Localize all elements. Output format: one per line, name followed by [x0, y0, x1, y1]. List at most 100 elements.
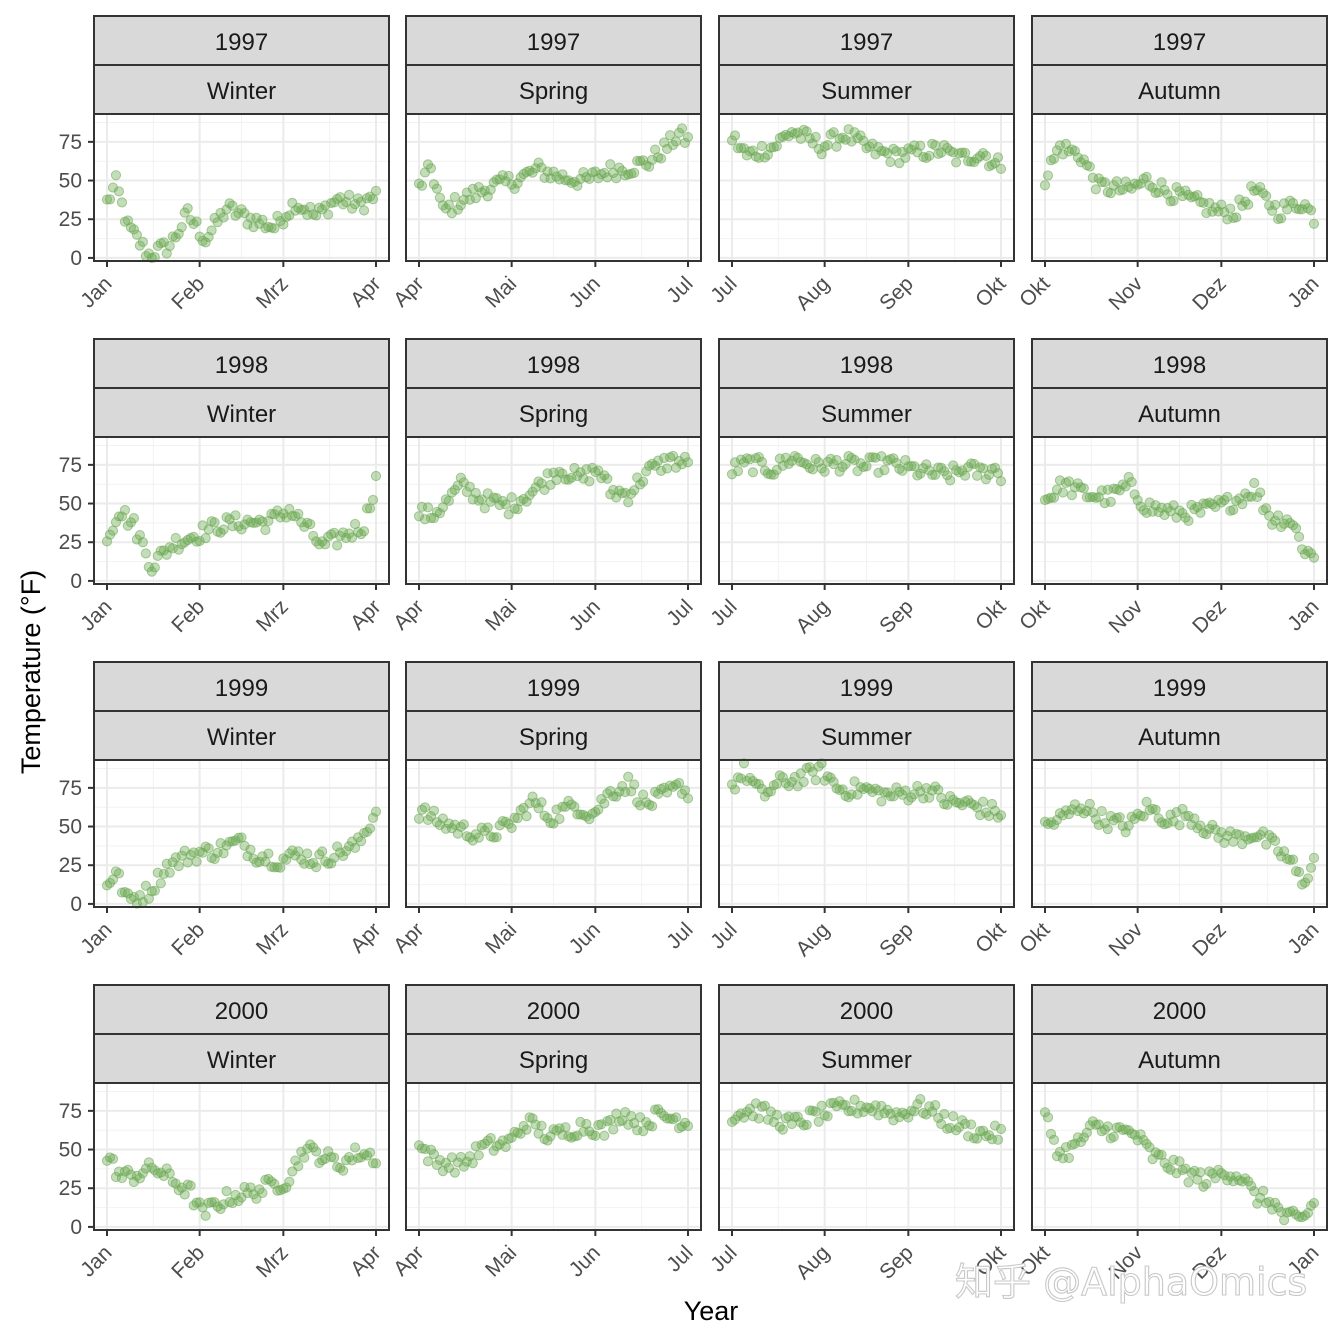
data-point: [236, 524, 247, 535]
data-point: [849, 1094, 860, 1105]
data-point: [810, 775, 821, 786]
data-point: [355, 528, 367, 540]
data-point: [957, 147, 968, 158]
data-point: [428, 1149, 440, 1160]
data-point: [1090, 814, 1101, 825]
data-point: [795, 1117, 806, 1128]
data-point: [879, 787, 890, 798]
data-point: [584, 476, 595, 487]
data-point: [682, 1120, 694, 1132]
data-point: [726, 779, 738, 790]
data-point: [1102, 824, 1113, 835]
data-point: [777, 1124, 788, 1135]
data-point: [876, 145, 887, 157]
data-point: [428, 805, 440, 816]
data-point: [945, 475, 956, 486]
data-point: [954, 467, 965, 478]
data-point: [293, 1161, 304, 1172]
strip-season-label: Winter: [207, 724, 276, 751]
data-point: [251, 212, 262, 224]
data-point: [119, 504, 131, 516]
data-point: [533, 157, 544, 168]
data-point: [924, 1101, 935, 1112]
data-point: [1171, 1168, 1182, 1179]
data-point: [536, 797, 547, 808]
strip-year-label: 1997: [527, 29, 580, 56]
data-point: [317, 846, 328, 857]
y-tick-label: 75: [59, 1100, 82, 1123]
data-point: [1261, 839, 1272, 850]
data-point: [107, 182, 119, 193]
data-point: [185, 1180, 196, 1191]
data-point: [813, 1116, 824, 1127]
data-point: [989, 462, 1001, 473]
x-tick-label: Jan: [76, 272, 116, 312]
data-point: [798, 776, 809, 788]
x-tick-label: Dez: [1188, 918, 1231, 961]
data-point: [676, 459, 688, 470]
y-tick-label: 0: [70, 1216, 82, 1239]
strip-season-label: Autumn: [1138, 78, 1221, 105]
data-point: [152, 867, 163, 878]
data-point: [948, 1111, 959, 1122]
y-tick-label: 75: [59, 777, 82, 800]
data-point: [419, 802, 431, 813]
data-point: [849, 127, 860, 138]
data-point: [753, 778, 765, 790]
data-point: [1048, 153, 1060, 164]
strip-year-1997: [718, 15, 1015, 66]
x-tick-label: Nov: [1105, 918, 1148, 961]
data-point: [434, 192, 446, 203]
data-point: [1192, 501, 1203, 513]
data-point: [915, 468, 926, 479]
data-point: [1174, 1156, 1185, 1167]
y-tick-label: 50: [59, 170, 82, 193]
data-point: [765, 786, 776, 797]
data-point: [1066, 144, 1078, 155]
data-point: [1063, 1152, 1075, 1164]
data-point: [164, 240, 175, 252]
data-point: [1255, 181, 1266, 193]
data-point: [816, 1100, 827, 1111]
facet-grid: 1997 Winter Jan Feb Mrz Apr 0 25 50 75 1997 Spring A…: [59, 15, 1328, 1284]
data-point: [1123, 820, 1134, 831]
x-tick-label: Sep: [875, 595, 918, 638]
data-point: [656, 153, 667, 164]
data-point: [861, 461, 872, 472]
data-point: [876, 796, 887, 807]
data-point: [1270, 515, 1281, 526]
data-point: [596, 1119, 607, 1130]
data-point: [852, 1108, 863, 1119]
x-tick-label: Apr: [346, 272, 385, 311]
data-point: [370, 470, 382, 482]
data-point: [1246, 1180, 1257, 1192]
data-point: [191, 856, 202, 867]
data-point: [735, 142, 747, 154]
panel-border: [93, 1082, 390, 1231]
data-point: [747, 1111, 759, 1122]
data-point: [128, 513, 139, 524]
data-point: [422, 502, 434, 513]
data-point: [1195, 1167, 1206, 1178]
x-tick-label: Jul: [662, 918, 697, 953]
data-point: [765, 1106, 776, 1117]
data-point: [527, 1113, 538, 1124]
strip-year-label: 2000: [1153, 998, 1206, 1025]
data-point: [113, 186, 125, 197]
strip-year-1999: [1031, 661, 1328, 712]
data-point: [1102, 1121, 1113, 1132]
data-point: [332, 540, 343, 551]
data-point: [346, 1155, 358, 1166]
data-point: [1296, 544, 1308, 555]
data-point: [464, 194, 475, 205]
data-point: [326, 858, 337, 869]
y-tick-label: 0: [70, 570, 82, 593]
x-tick-label: Sep: [875, 272, 918, 315]
data-point: [455, 200, 466, 211]
data-point: [771, 1109, 782, 1120]
data-point: [638, 789, 649, 800]
panel-border: [93, 759, 390, 908]
data-point: [635, 479, 646, 490]
data-point: [638, 476, 649, 487]
data-point: [364, 503, 376, 514]
